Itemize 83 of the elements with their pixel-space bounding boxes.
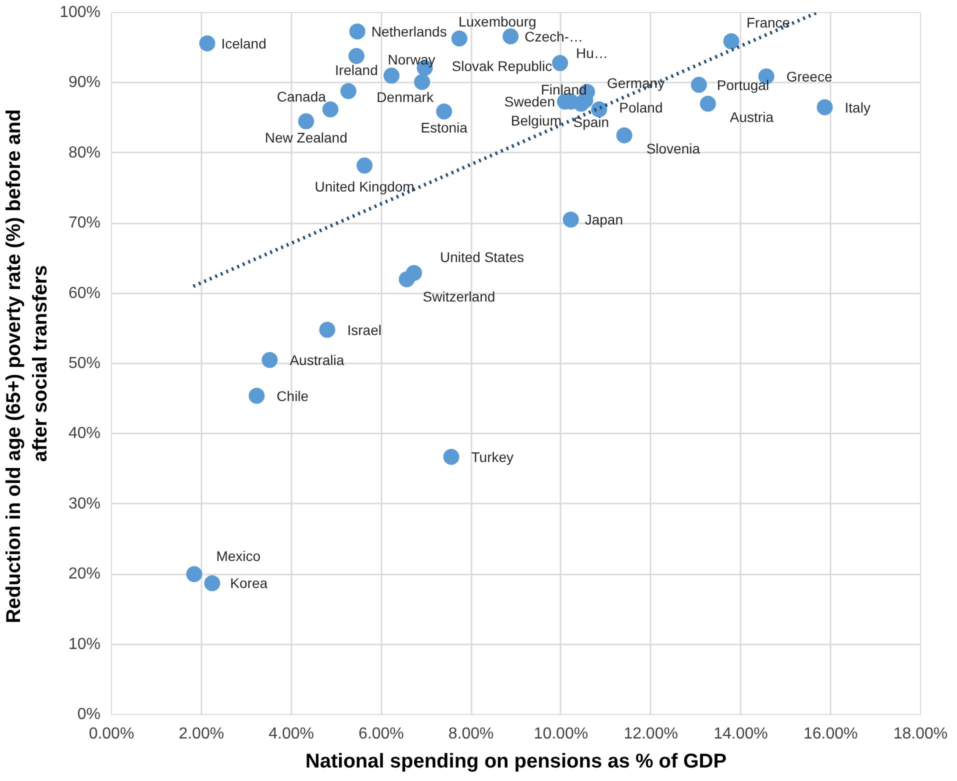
point [356, 158, 373, 174]
y-tick-label: 50% [68, 355, 101, 372]
y-axis-title: Reduction in old age (65+) poverty rate (%) before and after social transfers [3, 109, 52, 624]
annotation: Korea [230, 575, 268, 592]
x-tick-label: 2.00% [178, 726, 224, 742]
x-tick-label: 4.00% [268, 726, 314, 742]
point [552, 55, 568, 72]
y-tick-label: 30% [68, 495, 101, 512]
x-tick-label: 14.00% [714, 726, 768, 742]
point [248, 388, 265, 404]
annotation: Belgium [510, 112, 562, 128]
point [502, 28, 519, 44]
annotation: Turkey [471, 448, 514, 465]
point [298, 113, 314, 130]
annotation: Italy [844, 99, 870, 116]
x-tick-label: 10.00% [534, 726, 588, 742]
point [348, 48, 364, 64]
annotation: Canada [276, 88, 326, 104]
annotation: Israel [347, 322, 382, 338]
y-tick-label: 40% [68, 425, 101, 442]
point [398, 271, 415, 288]
point [349, 23, 366, 40]
point [573, 96, 590, 112]
annotation: Greece [786, 68, 832, 84]
x-tick-label: 18.00% [893, 726, 948, 742]
point [723, 33, 740, 50]
x-tick-label: 6.00% [358, 726, 404, 742]
point [591, 101, 608, 118]
annotation: Australia [290, 352, 344, 368]
annotation: Hu… [576, 45, 608, 62]
annotation: Switzerland [422, 288, 496, 304]
y-tick-label: 90% [68, 74, 101, 92]
annotation: Iceland [221, 35, 266, 52]
y-tick-label: 10% [68, 636, 101, 653]
point [443, 448, 460, 465]
annotation: France [746, 14, 790, 30]
point [690, 76, 707, 93]
x-tick-label: 12.00% [624, 726, 678, 742]
y-tick-label: 20% [68, 566, 101, 583]
y-tick-label: 80% [68, 144, 101, 162]
annotation: Sweden [504, 94, 555, 110]
x-tick-label: 0.00% [88, 726, 134, 742]
annotation: Mexico [216, 548, 261, 564]
point [340, 83, 356, 100]
point [816, 99, 833, 116]
annotation: Chile [276, 388, 309, 404]
annotation: Luxembourg [458, 13, 536, 30]
point [322, 101, 338, 118]
annotation: Netherlands [371, 23, 447, 40]
point [186, 566, 202, 582]
point [616, 127, 632, 144]
annotation: Poland [619, 99, 663, 116]
point [562, 212, 579, 228]
point [414, 74, 430, 90]
annotation: Slovenia [646, 140, 700, 156]
y-tick-label: 60% [68, 284, 101, 302]
y-tick-label: 0% [77, 706, 100, 723]
x-axis-title: National spending on pensions as % of GDP [305, 750, 727, 772]
point [436, 103, 452, 120]
annotation: New Zealand [264, 129, 348, 146]
point [199, 35, 216, 52]
annotation: Czech-… [524, 28, 583, 44]
annotation: Austria [730, 108, 774, 125]
point [262, 352, 278, 368]
annotation: Ireland [335, 62, 378, 78]
annotation: Spain [573, 114, 610, 130]
annotation: Japan [584, 212, 623, 228]
annotation: Portugal [716, 76, 770, 93]
y-tick-label: 100% [60, 4, 100, 21]
point [204, 575, 220, 592]
point [384, 68, 400, 84]
point [700, 96, 716, 112]
annotation: United States [440, 248, 524, 265]
y-tick-label: 70% [68, 214, 101, 232]
annotation: Slovak Republic [452, 58, 552, 74]
annotation: Estonia [420, 119, 468, 136]
point [451, 30, 468, 46]
annotation: United Kingdom [314, 178, 414, 195]
point [319, 322, 336, 338]
annotation: Denmark [376, 89, 434, 105]
x-tick-label: 8.00% [448, 726, 494, 742]
x-tick-label: 16.00% [803, 726, 858, 742]
annotation: Norway [388, 52, 436, 68]
